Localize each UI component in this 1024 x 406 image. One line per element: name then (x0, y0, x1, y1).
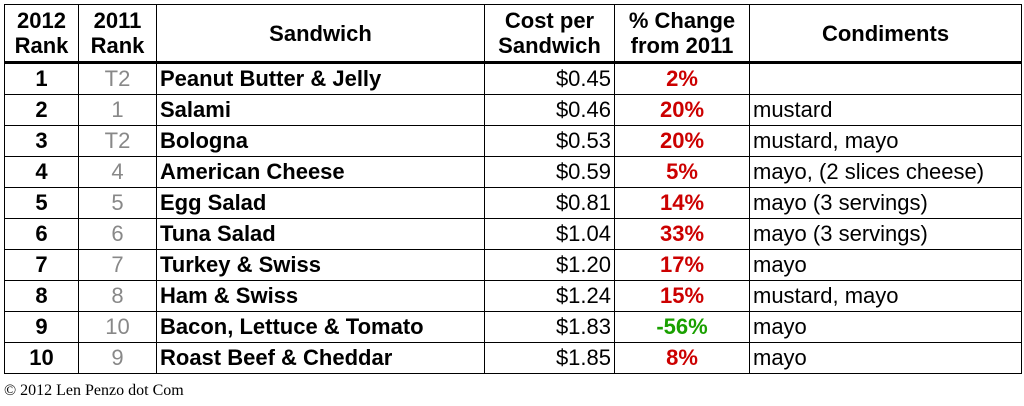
sandwich-cost-table: 2012 Rank 2011 Rank Sandwich Cost per Sa… (4, 4, 1022, 374)
table-row: 1 T2 Peanut Butter & Jelly $0.45 2% (4, 62, 1022, 95)
cell-change: 14% (614, 187, 750, 219)
cell-sandwich: Salami (156, 94, 485, 126)
cell-cost: $1.04 (484, 218, 615, 250)
cell-condiments (749, 62, 1022, 95)
cell-2011-rank: 4 (78, 156, 157, 188)
cell-2011-rank: 10 (78, 311, 157, 343)
cell-change: 5% (614, 156, 750, 188)
table-row: 4 4 American Cheese $0.59 5% mayo, (2 slices … (4, 156, 1022, 188)
cell-cost: $1.85 (484, 342, 615, 374)
cell-sandwich: Bacon, Lettuce & Tomato (156, 311, 485, 343)
header-change: % Change from 2011 (614, 4, 750, 64)
cell-2011-rank: 8 (78, 280, 157, 312)
cell-condiments: mayo (749, 249, 1022, 281)
cell-sandwich: Turkey & Swiss (156, 249, 485, 281)
cell-cost: $1.83 (484, 311, 615, 343)
cell-condiments: mayo (749, 311, 1022, 343)
cell-2012-rank: 9 (4, 311, 79, 343)
cell-cost: $0.45 (484, 62, 615, 95)
cell-cost: $0.46 (484, 94, 615, 126)
cell-cost: $1.20 (484, 249, 615, 281)
cell-change: 33% (614, 218, 750, 250)
table-row: 8 8 Ham & Swiss $1.24 15% mustard, mayo (4, 280, 1022, 312)
cell-2012-rank: 5 (4, 187, 79, 219)
cell-2012-rank: 2 (4, 94, 79, 126)
cell-2011-rank: T2 (78, 125, 157, 157)
cell-condiments: mayo (749, 342, 1022, 374)
cell-sandwich: Bologna (156, 125, 485, 157)
cell-sandwich: Egg Salad (156, 187, 485, 219)
table-row: 7 7 Turkey & Swiss $1.20 17% mayo (4, 249, 1022, 281)
cell-sandwich: Ham & Swiss (156, 280, 485, 312)
cell-change: 17% (614, 249, 750, 281)
table-row: 3 T2 Bologna $0.53 20% mustard, mayo (4, 125, 1022, 157)
header-2011-rank: 2011 Rank (78, 4, 157, 64)
header-2012-rank: 2012 Rank (4, 4, 79, 64)
copyright-footer: © 2012 Len Penzo dot Com (4, 382, 184, 399)
cell-condiments: mustard, mayo (749, 280, 1022, 312)
cell-cost: $0.53 (484, 125, 615, 157)
cell-sandwich: American Cheese (156, 156, 485, 188)
cell-2012-rank: 6 (4, 218, 79, 250)
cell-condiments: mayo, (2 slices cheese) (749, 156, 1022, 188)
cell-change: 20% (614, 125, 750, 157)
cell-condiments: mustard, mayo (749, 125, 1022, 157)
cell-cost: $0.59 (484, 156, 615, 188)
cell-sandwich: Peanut Butter & Jelly (156, 62, 485, 95)
cell-2011-rank: 5 (78, 187, 157, 219)
cell-change: 20% (614, 94, 750, 126)
cell-condiments: mustard (749, 94, 1022, 126)
header-sandwich: Sandwich (156, 4, 485, 64)
table-body: 1 T2 Peanut Butter & Jelly $0.45 2% 2 1 Salami $… (4, 62, 1022, 374)
cell-2012-rank: 3 (4, 125, 79, 157)
cell-2012-rank: 1 (4, 62, 79, 95)
cell-2011-rank: 9 (78, 342, 157, 374)
cell-cost: $0.81 (484, 187, 615, 219)
table-row: 9 10 Bacon, Lettuce & Tomato $1.83 -56% mayo (4, 311, 1022, 343)
table-row: 6 6 Tuna Salad $1.04 33% mayo (3 servings) (4, 218, 1022, 250)
cell-2011-rank: 1 (78, 94, 157, 126)
cell-change: 2% (614, 62, 750, 95)
cell-2012-rank: 7 (4, 249, 79, 281)
cell-condiments: mayo (3 servings) (749, 187, 1022, 219)
table-row: 10 9 Roast Beef & Cheddar $1.85 8% mayo (4, 342, 1022, 374)
cell-2012-rank: 8 (4, 280, 79, 312)
cell-change: -56% (614, 311, 750, 343)
header-row: 2012 Rank 2011 Rank Sandwich Cost per Sa… (4, 4, 1022, 64)
cell-2012-rank: 10 (4, 342, 79, 374)
cell-2011-rank: 6 (78, 218, 157, 250)
cell-2011-rank: T2 (78, 62, 157, 95)
cell-condiments: mayo (3 servings) (749, 218, 1022, 250)
cell-sandwich: Roast Beef & Cheddar (156, 342, 485, 374)
cell-2012-rank: 4 (4, 156, 79, 188)
cell-2011-rank: 7 (78, 249, 157, 281)
cell-cost: $1.24 (484, 280, 615, 312)
header-condiments: Condiments (749, 4, 1022, 64)
cell-change: 15% (614, 280, 750, 312)
header-cost: Cost per Sandwich (484, 4, 615, 64)
table-row: 5 5 Egg Salad $0.81 14% mayo (3 servings) (4, 187, 1022, 219)
table-row: 2 1 Salami $0.46 20% mustard (4, 94, 1022, 126)
cell-change: 8% (614, 342, 750, 374)
cell-sandwich: Tuna Salad (156, 218, 485, 250)
